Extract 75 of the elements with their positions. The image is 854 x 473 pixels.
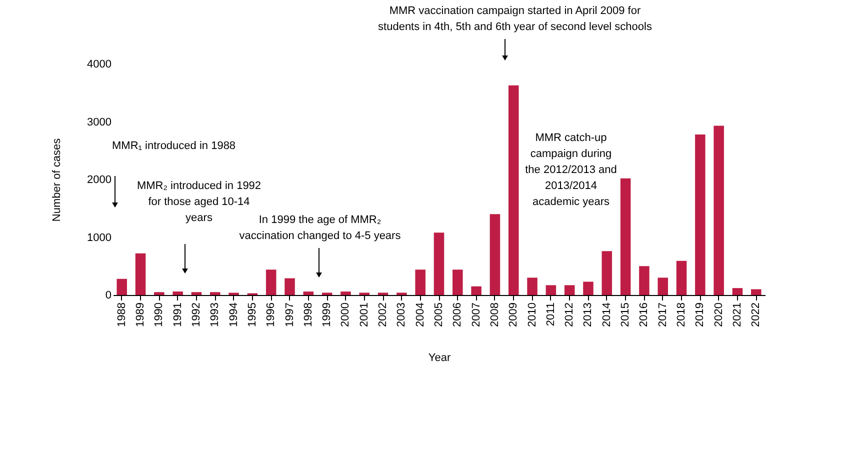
bar xyxy=(639,266,650,295)
x-tick-label: 2013 xyxy=(582,302,594,327)
y-tick-label: 3000 xyxy=(87,116,112,128)
bar xyxy=(546,285,556,295)
x-tick-label: 2019 xyxy=(694,302,706,327)
annotation: In 1999 the age of MMR₂ vaccination changed to 4-5 years xyxy=(239,214,402,242)
x-axis-title: Year xyxy=(428,352,451,364)
x-tick-label: 1994 xyxy=(228,302,240,327)
x-tick-label: 1992 xyxy=(190,302,202,327)
x-tick-label: 2002 xyxy=(377,302,390,327)
text: MMR vaccination campaign started in April 2009 for students in 4th, 5th and 6th year of second level schools xyxy=(378,5,652,33)
y-tick-label: 2000 xyxy=(87,174,112,186)
x-tick-label: 2015 xyxy=(620,302,632,327)
x-tick-label: 1998 xyxy=(302,302,314,327)
bar xyxy=(527,278,538,295)
bar xyxy=(583,282,594,295)
x-tick-label: 2008 xyxy=(488,302,501,327)
x-tick-label: 2003 xyxy=(396,302,408,327)
bar xyxy=(116,278,127,295)
annotation: MMR₁ introduced in 1988 xyxy=(112,140,236,152)
x-tick-label: 2022 xyxy=(750,302,762,327)
x-tick-label: 2000 xyxy=(340,302,352,327)
bar xyxy=(714,126,724,295)
y-axis-title: Number of cases xyxy=(51,138,64,222)
x-tick-label: 2020 xyxy=(712,302,725,327)
x-tick-label: 2001 xyxy=(358,302,370,327)
bar xyxy=(732,288,743,295)
annotation: MMR catch-up campaign during the 2012/2013 and 2013/2014 academic years xyxy=(525,132,617,208)
x-tick-label: 2014 xyxy=(600,302,613,327)
bar xyxy=(210,292,220,295)
bar xyxy=(751,289,762,295)
bar xyxy=(508,85,519,295)
x-tick-label: 1991 xyxy=(172,302,184,327)
y-tick-label: 1000 xyxy=(87,232,112,244)
x-tick-label: 2016 xyxy=(638,302,650,327)
x-tick-label: 2005 xyxy=(433,302,445,327)
x-tick-label: 2012 xyxy=(564,302,576,327)
x-tick-label: 1993 xyxy=(209,302,222,327)
bar xyxy=(658,278,668,295)
bar xyxy=(172,292,183,295)
bar xyxy=(564,285,575,295)
bar xyxy=(135,253,146,295)
bar xyxy=(471,286,482,295)
bar xyxy=(695,134,706,295)
bar xyxy=(676,260,687,295)
bar xyxy=(266,270,276,295)
x-tick-label: 1997 xyxy=(284,302,296,327)
bar xyxy=(490,214,500,295)
bar xyxy=(415,270,426,295)
bar xyxy=(191,292,202,295)
x-tick-label: 1995 xyxy=(246,302,258,327)
bar xyxy=(284,278,295,295)
bar xyxy=(340,292,351,295)
y-tick-label: 0 xyxy=(105,290,112,302)
x-tick-label: 1990 xyxy=(153,302,166,327)
x-tick-label: 2010 xyxy=(526,302,538,327)
bar xyxy=(303,292,314,295)
x-tick-label: 1996 xyxy=(265,302,278,327)
bar xyxy=(154,292,164,295)
x-tick-label: 2004 xyxy=(414,302,426,327)
x-tick-label: 2011 xyxy=(544,302,557,326)
bar xyxy=(434,232,444,295)
x-tick-label: 1989 xyxy=(134,302,147,327)
x-tick-label: 2017 xyxy=(656,302,669,327)
x-tick-label: 1999 xyxy=(321,302,334,327)
x-tick-label: 2007 xyxy=(470,302,482,327)
bar xyxy=(452,270,463,295)
x-tick-label: 1988 xyxy=(116,302,128,327)
bar xyxy=(620,178,631,295)
x-tick-label: 2018 xyxy=(676,302,688,327)
y-tick-label: 4000 xyxy=(87,58,112,70)
x-tick-label: 2009 xyxy=(508,302,520,327)
x-tick-label: 2021 xyxy=(731,302,744,327)
x-tick-label: 2006 xyxy=(452,302,464,327)
bar xyxy=(602,251,612,295)
